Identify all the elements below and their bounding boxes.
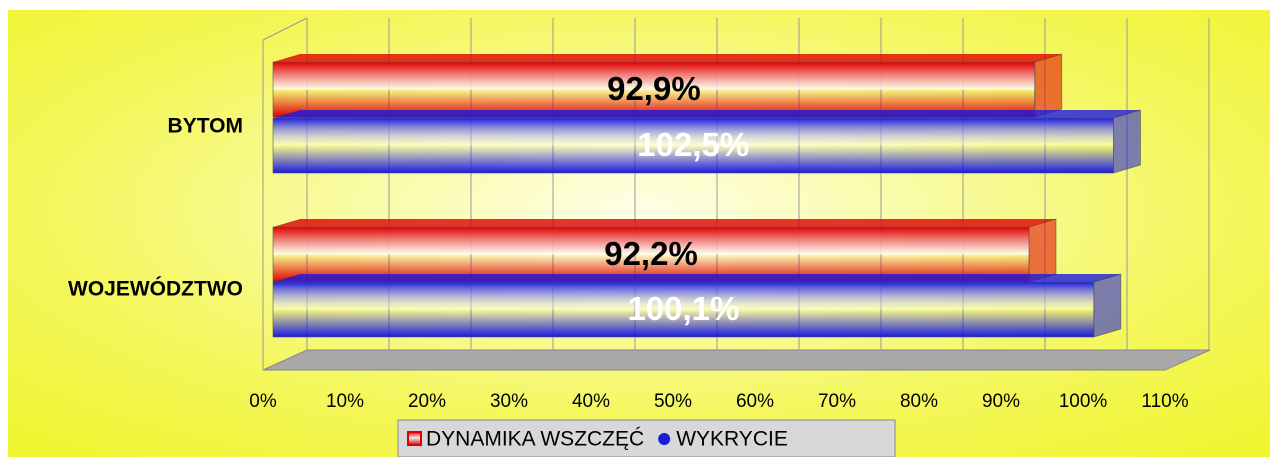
bar-top xyxy=(273,110,1141,118)
x-tick-label: 50% xyxy=(654,391,692,412)
value-label: 100,1% xyxy=(627,290,739,327)
x-tick-label: 0% xyxy=(249,391,277,412)
x-tick-label: 30% xyxy=(490,391,528,412)
bar xyxy=(272,281,1095,338)
bar-side xyxy=(1093,273,1122,338)
x-tick-label: 80% xyxy=(900,391,938,412)
x-tick-label: 20% xyxy=(408,391,446,412)
bar-top xyxy=(273,219,1057,227)
bar-top xyxy=(273,274,1121,282)
legend-label: DYNAMIKA WSZCZĘĆ xyxy=(426,428,644,451)
x-tick-label: 70% xyxy=(818,391,856,412)
side-wall xyxy=(262,17,308,41)
value-label: 92,9% xyxy=(607,70,701,107)
legend xyxy=(397,419,896,457)
bar xyxy=(272,117,1114,174)
value-label: 92,2% xyxy=(604,235,698,272)
x-tick-label: 60% xyxy=(736,391,774,412)
bar-top xyxy=(273,54,1062,62)
x-tick-label: 90% xyxy=(982,391,1020,412)
floor xyxy=(262,349,1211,371)
x-tick-label: 100% xyxy=(1059,391,1108,412)
bar-side xyxy=(1034,53,1063,118)
x-tick-label: 40% xyxy=(572,391,610,412)
legend-marker xyxy=(658,433,671,445)
bar-side xyxy=(1028,218,1057,283)
x-tick-label: 10% xyxy=(326,391,364,412)
y-tick-label: BYTOM xyxy=(168,115,243,138)
legend-marker xyxy=(407,431,422,446)
legend-label: WYKRYCIE xyxy=(676,428,788,451)
value-label: 102,5% xyxy=(637,126,749,163)
bar xyxy=(272,61,1036,118)
bar xyxy=(272,226,1030,283)
x-tick-label: 110% xyxy=(1141,391,1188,412)
bar-side xyxy=(1113,109,1141,174)
y-tick-label: WOJEWÓDZTWO xyxy=(68,277,243,301)
